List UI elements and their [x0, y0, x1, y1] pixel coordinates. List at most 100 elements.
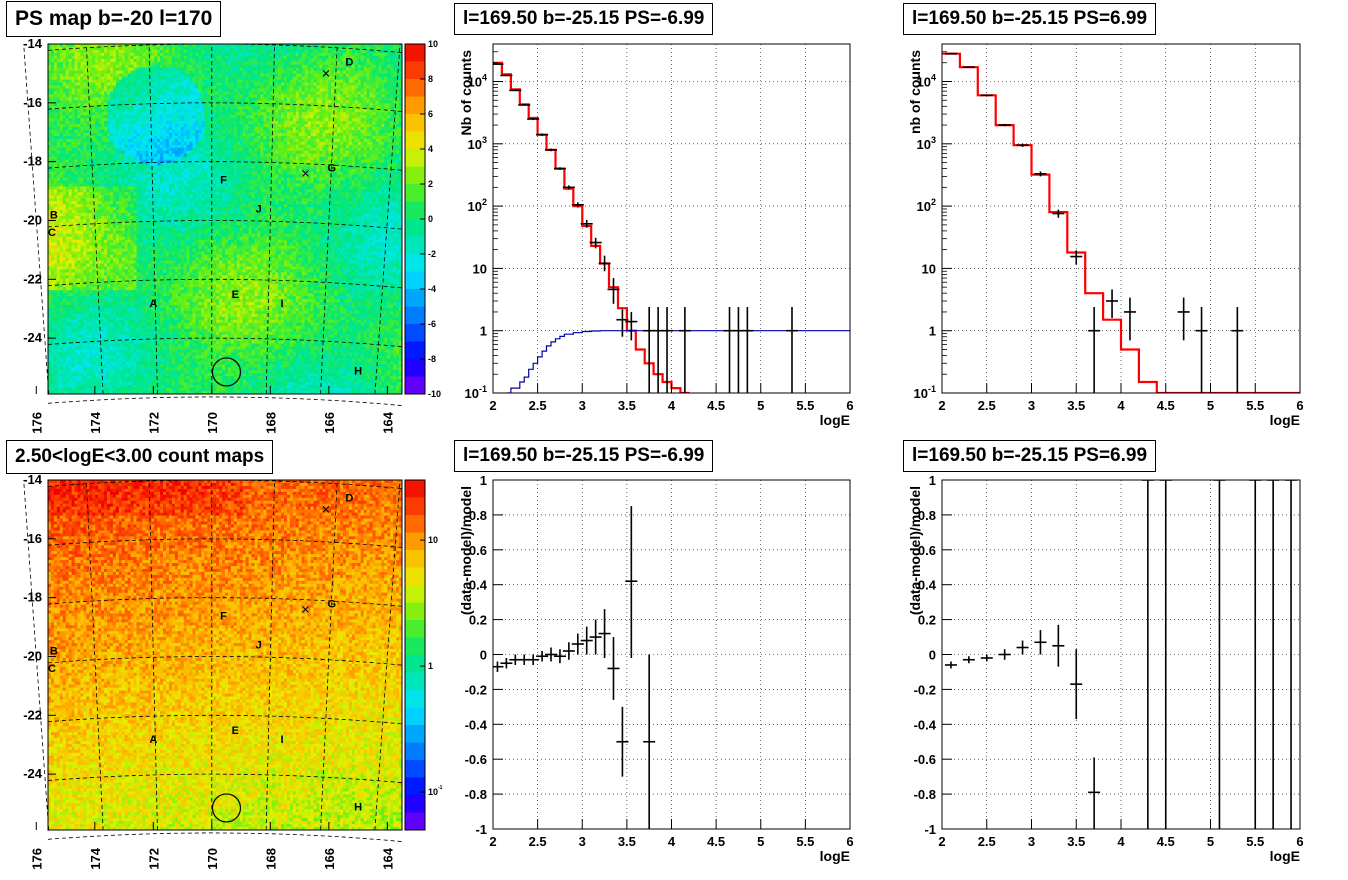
- map-pixel: [387, 44, 390, 47]
- map-pixel: [83, 145, 86, 148]
- map-pixel: [83, 94, 86, 97]
- map-pixel: [240, 109, 243, 112]
- map-pixel: [193, 139, 196, 142]
- map-pixel: [122, 80, 125, 83]
- map-pixel: [63, 62, 66, 65]
- map-pixel: [172, 94, 175, 97]
- map-pixel: [196, 65, 199, 68]
- map-pixel: [128, 53, 131, 56]
- map-pixel: [207, 112, 210, 115]
- map-pixel: [54, 68, 57, 71]
- map-pixel: [255, 154, 258, 157]
- map-pixel: [92, 97, 95, 100]
- map-pixel: [107, 83, 110, 86]
- map-pixel: [319, 97, 322, 100]
- map-pixel: [390, 88, 393, 91]
- map-pixel: [187, 74, 190, 77]
- map-pixel: [355, 142, 358, 145]
- map-pixel: [48, 115, 51, 118]
- map-pixel: [125, 154, 128, 157]
- map-pixel: [196, 145, 199, 148]
- map-pixel: [343, 80, 346, 83]
- map-pixel: [337, 109, 340, 112]
- map-pixel: [387, 80, 390, 83]
- map-pixel: [169, 91, 172, 94]
- map-pixel: [134, 112, 137, 115]
- map-pixel: [228, 88, 231, 91]
- map-pixel: [257, 103, 260, 106]
- map-pixel: [231, 80, 234, 83]
- map-pixel: [201, 83, 204, 86]
- map-pixel: [358, 68, 361, 71]
- map-pixel: [269, 83, 272, 86]
- map-pixel: [287, 77, 290, 80]
- map-pixel: [316, 91, 319, 94]
- map-pixel: [387, 118, 390, 121]
- map-pixel: [378, 56, 381, 59]
- map-pixel: [355, 97, 358, 100]
- map-pixel: [263, 145, 266, 148]
- map-pixel: [299, 112, 302, 115]
- map-pixel: [325, 121, 328, 124]
- map-pixel: [260, 71, 263, 74]
- map-pixel: [243, 142, 246, 145]
- map-pixel: [260, 139, 263, 142]
- map-pixel: [381, 112, 384, 115]
- map-pixel: [89, 121, 92, 124]
- map-pixel: [370, 133, 373, 136]
- map-pixel: [237, 109, 240, 112]
- map-pixel: [66, 130, 69, 133]
- map-pixel: [281, 56, 284, 59]
- map-pixel: [231, 50, 234, 53]
- map-pixel: [116, 59, 119, 62]
- map-pixel: [378, 91, 381, 94]
- map-pixel: [246, 109, 249, 112]
- map-pixel: [116, 130, 119, 133]
- map-pixel: [387, 148, 390, 151]
- map-pixel: [104, 88, 107, 91]
- map-pixel: [316, 62, 319, 65]
- map-pixel: [249, 139, 252, 142]
- map-pixel: [198, 103, 201, 106]
- map-pixel: [387, 62, 390, 65]
- map-pixel: [187, 148, 190, 151]
- map-pixel: [319, 136, 322, 139]
- map-pixel: [128, 157, 131, 160]
- map-pixel: [122, 83, 125, 86]
- map-pixel: [352, 115, 355, 118]
- map-pixel: [281, 97, 284, 100]
- map-pixel: [216, 50, 219, 53]
- map-pixel: [175, 145, 178, 148]
- map-pixel: [281, 86, 284, 89]
- map-pixel: [145, 59, 148, 62]
- map-pixel: [234, 83, 237, 86]
- map-pixel: [128, 136, 131, 139]
- map-pixel: [48, 62, 51, 65]
- map-pixel: [281, 115, 284, 118]
- map-pixel: [314, 83, 317, 86]
- map-pixel: [63, 59, 66, 62]
- map-pixel: [275, 74, 278, 77]
- map-pixel: [181, 47, 184, 50]
- map-pixel: [390, 68, 393, 71]
- map-pixel: [139, 62, 142, 65]
- map-pixel: [352, 100, 355, 103]
- map-pixel: [137, 157, 140, 160]
- map-pixel: [95, 59, 98, 62]
- map-pixel: [319, 59, 322, 62]
- map-pixel: [260, 154, 263, 157]
- map-pixel: [337, 97, 340, 100]
- map-pixel: [125, 77, 128, 80]
- map-pixel: [48, 127, 51, 130]
- map-pixel: [86, 130, 89, 133]
- map-pixel: [139, 80, 142, 83]
- map-pixel: [278, 112, 281, 115]
- map-pixel: [252, 86, 255, 89]
- map-pixel: [122, 50, 125, 53]
- map-pixel: [60, 103, 63, 106]
- map-pixel: [163, 130, 166, 133]
- map-pixel: [178, 121, 181, 124]
- map-pixel: [231, 148, 234, 151]
- map-pixel: [145, 50, 148, 53]
- map-pixel: [107, 115, 110, 118]
